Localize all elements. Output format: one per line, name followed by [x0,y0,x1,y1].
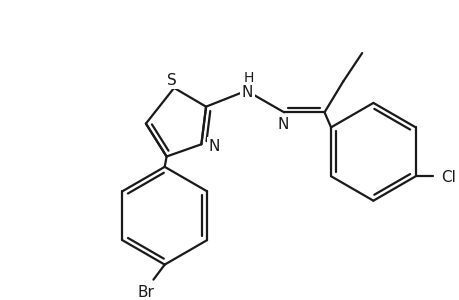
Text: Br: Br [137,285,154,300]
Text: Cl: Cl [440,170,455,185]
Text: N: N [208,139,220,154]
Text: N: N [241,85,252,100]
Text: H: H [243,70,253,85]
Text: N: N [277,117,288,132]
Text: S: S [167,73,177,88]
